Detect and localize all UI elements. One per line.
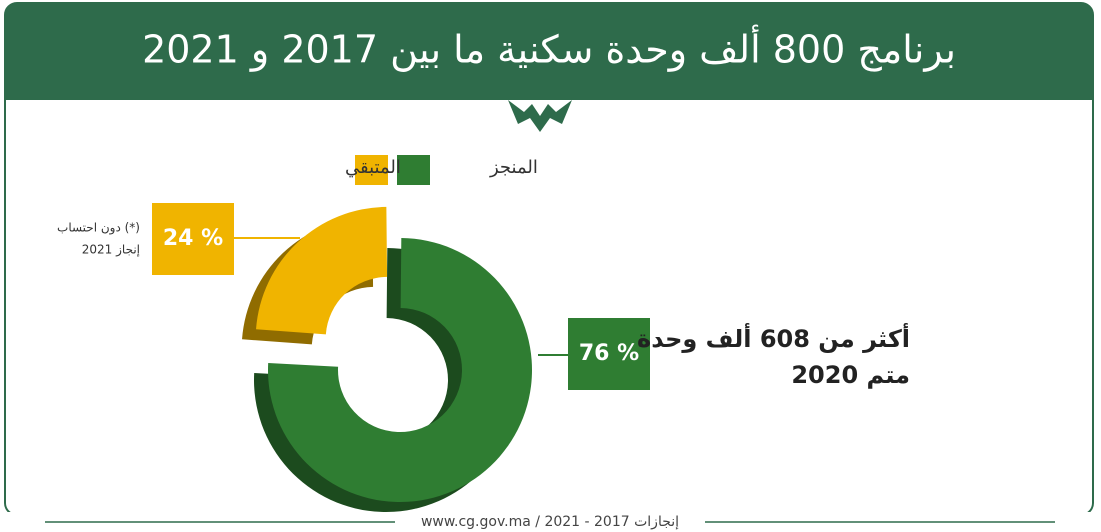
footer: www.cg.gov.ma / 2021 - 2017 إنجازات [421, 514, 679, 530]
value-box [152, 203, 234, 275]
legend-swatch [397, 155, 430, 185]
annotation: أكثر من 608 ألف وحدة [637, 323, 910, 353]
footnote: (*) دون احتساب [57, 221, 140, 236]
legend-label: المتبقي [345, 157, 401, 178]
value-label: 24 % [163, 226, 223, 251]
ornament [508, 100, 572, 132]
annotation: متم 2020 [791, 361, 910, 389]
legend-swatch [355, 155, 388, 185]
footnote: إنجاز 2021 [82, 243, 140, 258]
legend-label: المنجز [489, 157, 538, 178]
value-box [568, 318, 650, 390]
header-band [5, 3, 1093, 100]
slice [267, 238, 533, 503]
value-label: 76 % [579, 341, 639, 366]
slice [256, 206, 388, 335]
chart-title: برنامج 800 ألف وحدة سكنية ما بين 2017 و … [142, 25, 956, 73]
footer-bg [5, 512, 1093, 532]
